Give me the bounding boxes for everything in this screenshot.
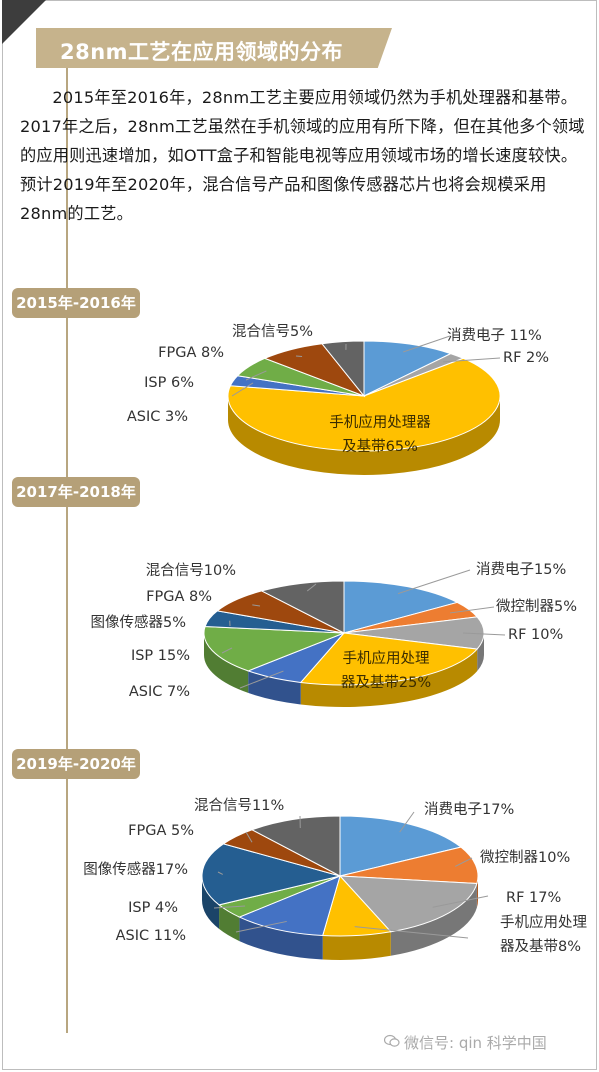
pie-slice-消费电子: [343, 580, 459, 634]
leader-line-1: [443, 357, 501, 363]
pie-side-5: [219, 904, 240, 942]
pie-top: [227, 340, 501, 452]
pie-slice-图像传感器: [201, 843, 341, 906]
pie-slice-ISP: [203, 625, 345, 672]
slice-label-1: RF 2%: [503, 350, 549, 366]
pie-sides: [228, 396, 500, 475]
slice-label-3-0: 手机应用处理: [343, 649, 430, 667]
slice-label-8: 混合信号10%: [146, 562, 236, 579]
pie-slice-手机应用处理器及基带: [299, 632, 479, 686]
pie-slice-ASIC: [238, 875, 341, 937]
leader-line-1: [449, 606, 495, 614]
slice-label-4: ISP 6%: [144, 375, 194, 391]
pie-side-5: [204, 633, 249, 693]
pie-top: [201, 815, 479, 937]
intro-paragraph: 2015年至2016年，28nm工艺主要应用领域仍然为手机处理器和基带。2017…: [20, 88, 585, 223]
slice-label-4: ASIC 7%: [129, 684, 190, 700]
leader-line-4: [235, 920, 287, 933]
leader-line-3: [231, 382, 254, 397]
pie-side-2: [477, 633, 484, 672]
page-title: 28nm工艺在应用领域的分布: [60, 40, 344, 64]
pie-side-4: [239, 917, 323, 960]
slice-label-3-1: 器及基带8%: [500, 938, 581, 955]
slice-label-7: FPGA 8%: [146, 589, 212, 605]
slice-label-8: 混合信号11%: [194, 797, 284, 814]
leader-line-6: [217, 871, 223, 875]
period-badge-2017: 2017年-2018年: [12, 477, 140, 507]
slice-label-6: 图像传感器5%: [90, 614, 186, 631]
slice-label-1: 微控制器10%: [480, 849, 570, 866]
leader-line-0: [402, 335, 451, 353]
pie-slice-消费电子: [339, 815, 463, 877]
leader-line-7: [252, 604, 261, 607]
slice-label-3-0: 手机应用处理: [500, 913, 587, 931]
leader-line-0: [397, 569, 471, 595]
pie-slice-手机应用处理器及基带: [227, 357, 501, 452]
slice-label-0: 消费电子17%: [424, 801, 514, 818]
pie-slice-混合信号: [250, 815, 341, 877]
title-band: [36, 28, 392, 68]
slice-label-5: FPGA 8%: [158, 345, 224, 361]
slice-label-3: ASIC 3%: [127, 409, 188, 425]
slice-label-0: 消费电子15%: [476, 561, 566, 578]
wechat-icon: [384, 1034, 400, 1047]
pie-side-2: [390, 883, 477, 956]
pie-slice-混合信号: [260, 580, 345, 634]
slice-label-1: 微控制器5%: [496, 598, 577, 615]
pie-slice-混合信号: [321, 340, 365, 398]
leader-line-4: [239, 670, 284, 689]
slice-label-3-1: 器及基带25%: [341, 674, 431, 691]
pie-slice-消费电子: [363, 340, 453, 397]
pie-side-3: [300, 649, 478, 707]
pie-slice-RF: [343, 616, 485, 650]
slice-label-5: ISP 4%: [128, 900, 178, 916]
slice-label-2-1: 及基带65%: [342, 438, 418, 455]
leader-line-2: [432, 895, 489, 908]
leader-line-1: [454, 857, 473, 867]
slice-label-6: 混合信号5%: [232, 323, 313, 340]
slice-label-4: ASIC 11%: [116, 928, 186, 944]
leader-line-8: [306, 583, 317, 592]
leader-line-5: [213, 905, 246, 909]
slice-label-0: 消费电子 11%: [447, 327, 542, 344]
slice-label-2-0: 手机应用处理器: [329, 413, 431, 431]
leader-line-7: [245, 831, 253, 843]
slice-label-2: RF 17%: [506, 890, 561, 906]
leader-line-3: [354, 926, 469, 939]
pie-side-2: [228, 396, 500, 475]
slice-label-6: 图像传感器17%: [83, 861, 188, 878]
slice-label-2: RF 10%: [508, 627, 563, 643]
pie-side-6: [202, 876, 220, 929]
pie-sides: [202, 876, 478, 960]
pie-top: [203, 580, 485, 686]
timeline-line: [66, 68, 68, 1033]
period-badge-2015: 2015年-2016年: [12, 288, 140, 318]
pie-slice-微控制器: [339, 846, 479, 885]
leader-line-0: [399, 811, 415, 833]
leader-line-5: [295, 355, 303, 358]
pie-slice-RF: [338, 875, 478, 933]
period-badge-2019: 2019年-2020年: [12, 749, 140, 779]
pie-side-3: [322, 931, 391, 960]
slice-label-7: FPGA 5%: [128, 823, 194, 839]
slice-label-5: ISP 15%: [131, 648, 190, 664]
watermark: 微信号: qin 科学中国: [404, 1034, 547, 1052]
leader-line-2: [462, 632, 506, 636]
leader-line-5: [221, 647, 233, 654]
leader-line-4: [245, 370, 267, 381]
